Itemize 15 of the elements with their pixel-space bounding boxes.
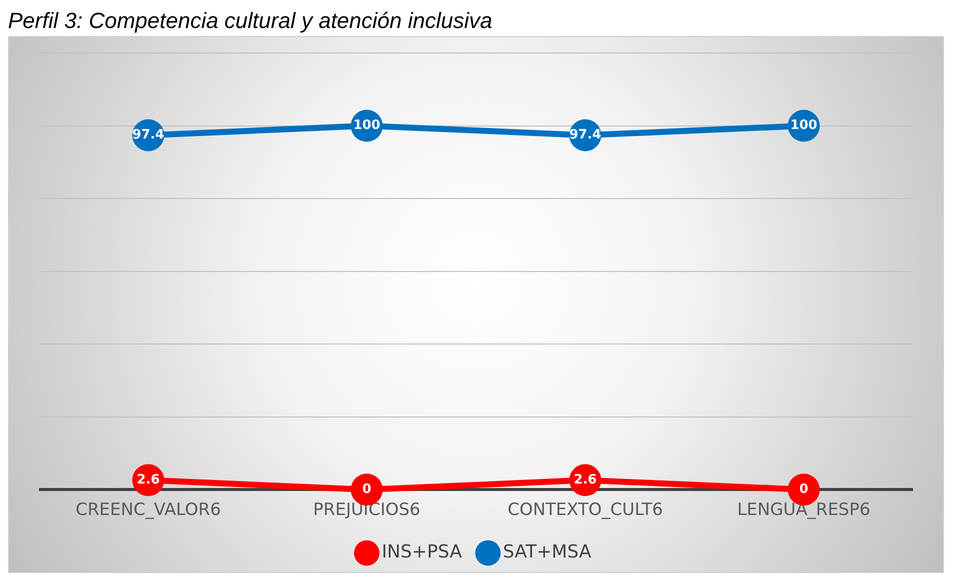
chart-title: Perfil 3: Competencia cultural y atención inclusiva — [8, 8, 494, 34]
legend-label: SAT+MSA — [502, 542, 592, 563]
data-label: 0 — [362, 482, 372, 497]
data-label: 2.6 — [136, 472, 160, 488]
x-tick-label: PREJUICIOS6 — [313, 500, 420, 520]
legend-label: INS+PSA — [382, 542, 463, 563]
data-label: 100 — [353, 118, 380, 134]
data-label: 0 — [799, 482, 808, 497]
x-tick-label: LENGUA_RESP6 — [737, 500, 870, 520]
x-tick-label: CREENC_VALOR6 — [76, 500, 221, 520]
x-tick-label: CONTEXTO_CULT6 — [508, 500, 663, 520]
data-label: 100 — [790, 118, 818, 134]
data-label: 2.6 — [574, 472, 597, 488]
data-label: 97.4 — [132, 128, 164, 143]
data-label: 97.4 — [569, 128, 602, 143]
